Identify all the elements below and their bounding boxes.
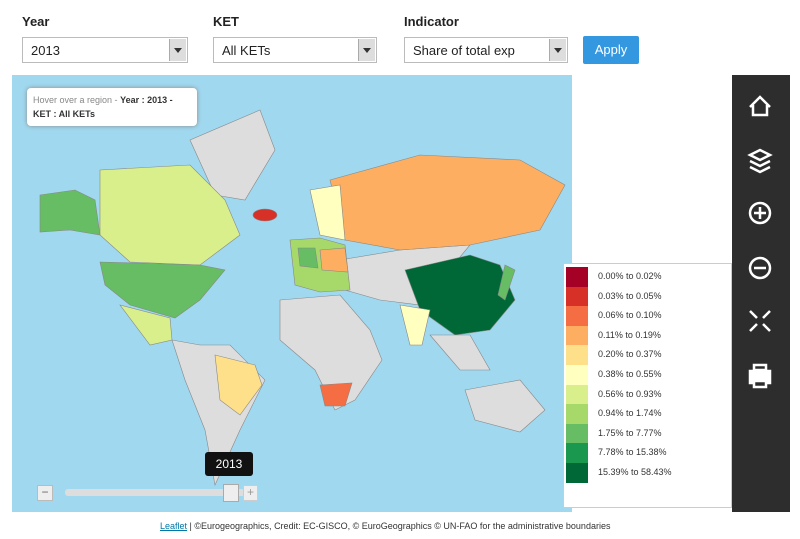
legend-label: 0.03% to 0.05%	[598, 290, 662, 301]
south-africa	[319, 382, 353, 407]
legend-swatch	[566, 443, 588, 464]
indicator-select[interactable]: Share of total exp	[404, 37, 568, 63]
usa	[99, 261, 226, 319]
select-value: All KETs	[222, 43, 271, 58]
africa	[279, 294, 383, 411]
leaflet-link[interactable]: Leaflet	[160, 521, 188, 531]
legend-label: 7.78% to 15.38%	[598, 447, 667, 458]
scandinavia	[309, 184, 346, 241]
legend-swatch	[566, 306, 588, 327]
zoom-in[interactable]	[748, 201, 772, 225]
home-icon[interactable]	[749, 95, 771, 117]
toolbar	[732, 75, 790, 512]
iceland	[252, 208, 278, 222]
legend-swatch	[566, 423, 588, 444]
select-value: 2013	[31, 43, 60, 58]
legend-label: 0.38% to 0.55%	[598, 369, 662, 379]
attribution: Leaflet | ©Eurogeographics, Credit: EC-G…	[160, 521, 610, 531]
ket-select[interactable]: All KETs	[213, 37, 377, 63]
filter-label: KET	[213, 14, 239, 29]
info-detail: Year : 2013 - KET : All KETs	[33, 95, 173, 119]
layers-icon[interactable]	[747, 148, 773, 174]
legend-swatch	[566, 286, 588, 307]
legend-label: 0.06% to 0.10%	[598, 310, 662, 321]
select-value: Share of total exp	[413, 43, 515, 58]
slider-plus[interactable]: +	[243, 485, 258, 501]
legend-label: 0.20% to 0.37%	[598, 349, 662, 360]
legend: 0.00% to 0.02% 0.03% to 0.05% 0.06% to 0.1…	[563, 263, 732, 508]
brazil	[214, 354, 263, 416]
legend-swatch	[566, 267, 588, 287]
zoom-out[interactable]	[748, 256, 772, 280]
filter-label: Year	[22, 14, 50, 29]
legend-swatch	[566, 345, 588, 366]
attribution-text: | ©Eurogeographics, Credit: EC-GISCO, © …	[189, 521, 611, 531]
india	[399, 304, 431, 346]
canada	[99, 164, 241, 266]
legend-label: 0.00% to 0.02%	[598, 271, 662, 281]
australia	[464, 379, 546, 433]
info-prefix: Hover over a region -	[33, 95, 118, 105]
slider-minus[interactable]: −	[37, 485, 53, 501]
legend-swatch	[566, 384, 588, 405]
south-east-asia	[429, 334, 491, 371]
slider-knob[interactable]	[223, 484, 239, 502]
legend-label: 1.75% to 7.77%	[598, 427, 662, 438]
fullscreen-icon[interactable]	[749, 310, 771, 332]
germany	[297, 247, 319, 269]
legend-label: 0.11% to 0.19%	[598, 329, 661, 340]
apply-button[interactable]: Apply	[583, 36, 639, 64]
japan	[497, 264, 516, 301]
filter-label: Indicator	[404, 14, 459, 29]
year-select[interactable]: 2013	[22, 37, 188, 63]
russia	[329, 154, 566, 251]
hover-info: Hover over a region - Year : 2013 - KET …	[27, 88, 197, 126]
east-europe	[319, 247, 349, 273]
alaska	[39, 189, 101, 236]
legend-swatch	[566, 463, 588, 483]
toolbar-bg	[732, 75, 790, 512]
legend-label: 15.39% to 58.43%	[598, 467, 672, 477]
legend-swatch	[566, 404, 588, 425]
legend-swatch	[566, 325, 588, 346]
legend-swatch	[566, 365, 588, 385]
slider-label: 2013	[205, 452, 253, 476]
slider-track[interactable]	[65, 489, 245, 496]
legend-label: 0.94% to 1.74%	[598, 408, 662, 419]
legend-label: 0.56% to 0.93%	[598, 388, 662, 399]
